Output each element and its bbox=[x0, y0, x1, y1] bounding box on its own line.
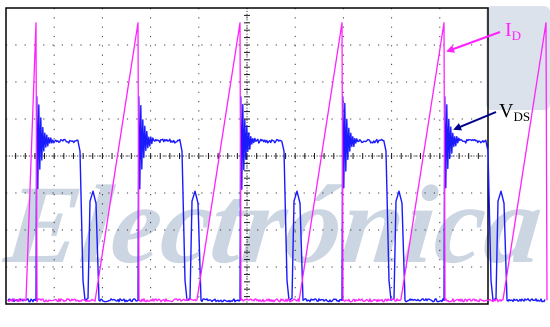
watermark-logo-block bbox=[486, 6, 550, 110]
label-id: ID bbox=[505, 19, 521, 43]
arrow-id bbox=[446, 31, 501, 53]
label-id-main: I bbox=[505, 19, 512, 41]
watermark-text: Electrónica bbox=[0, 163, 548, 287]
label-layer: ID VDS bbox=[499, 19, 530, 124]
arrow-layer bbox=[446, 31, 501, 131]
label-id-sub: D bbox=[512, 28, 521, 43]
label-vds-main: V bbox=[499, 100, 514, 122]
trace-layer bbox=[7, 22, 548, 303]
label-vds: VDS bbox=[499, 100, 530, 124]
trace-vds bbox=[7, 96, 546, 303]
watermark-layer: Electrónica bbox=[0, 6, 550, 287]
arrow-vds bbox=[453, 111, 497, 131]
label-vds-sub: DS bbox=[513, 109, 530, 124]
trace-id bbox=[7, 22, 548, 303]
